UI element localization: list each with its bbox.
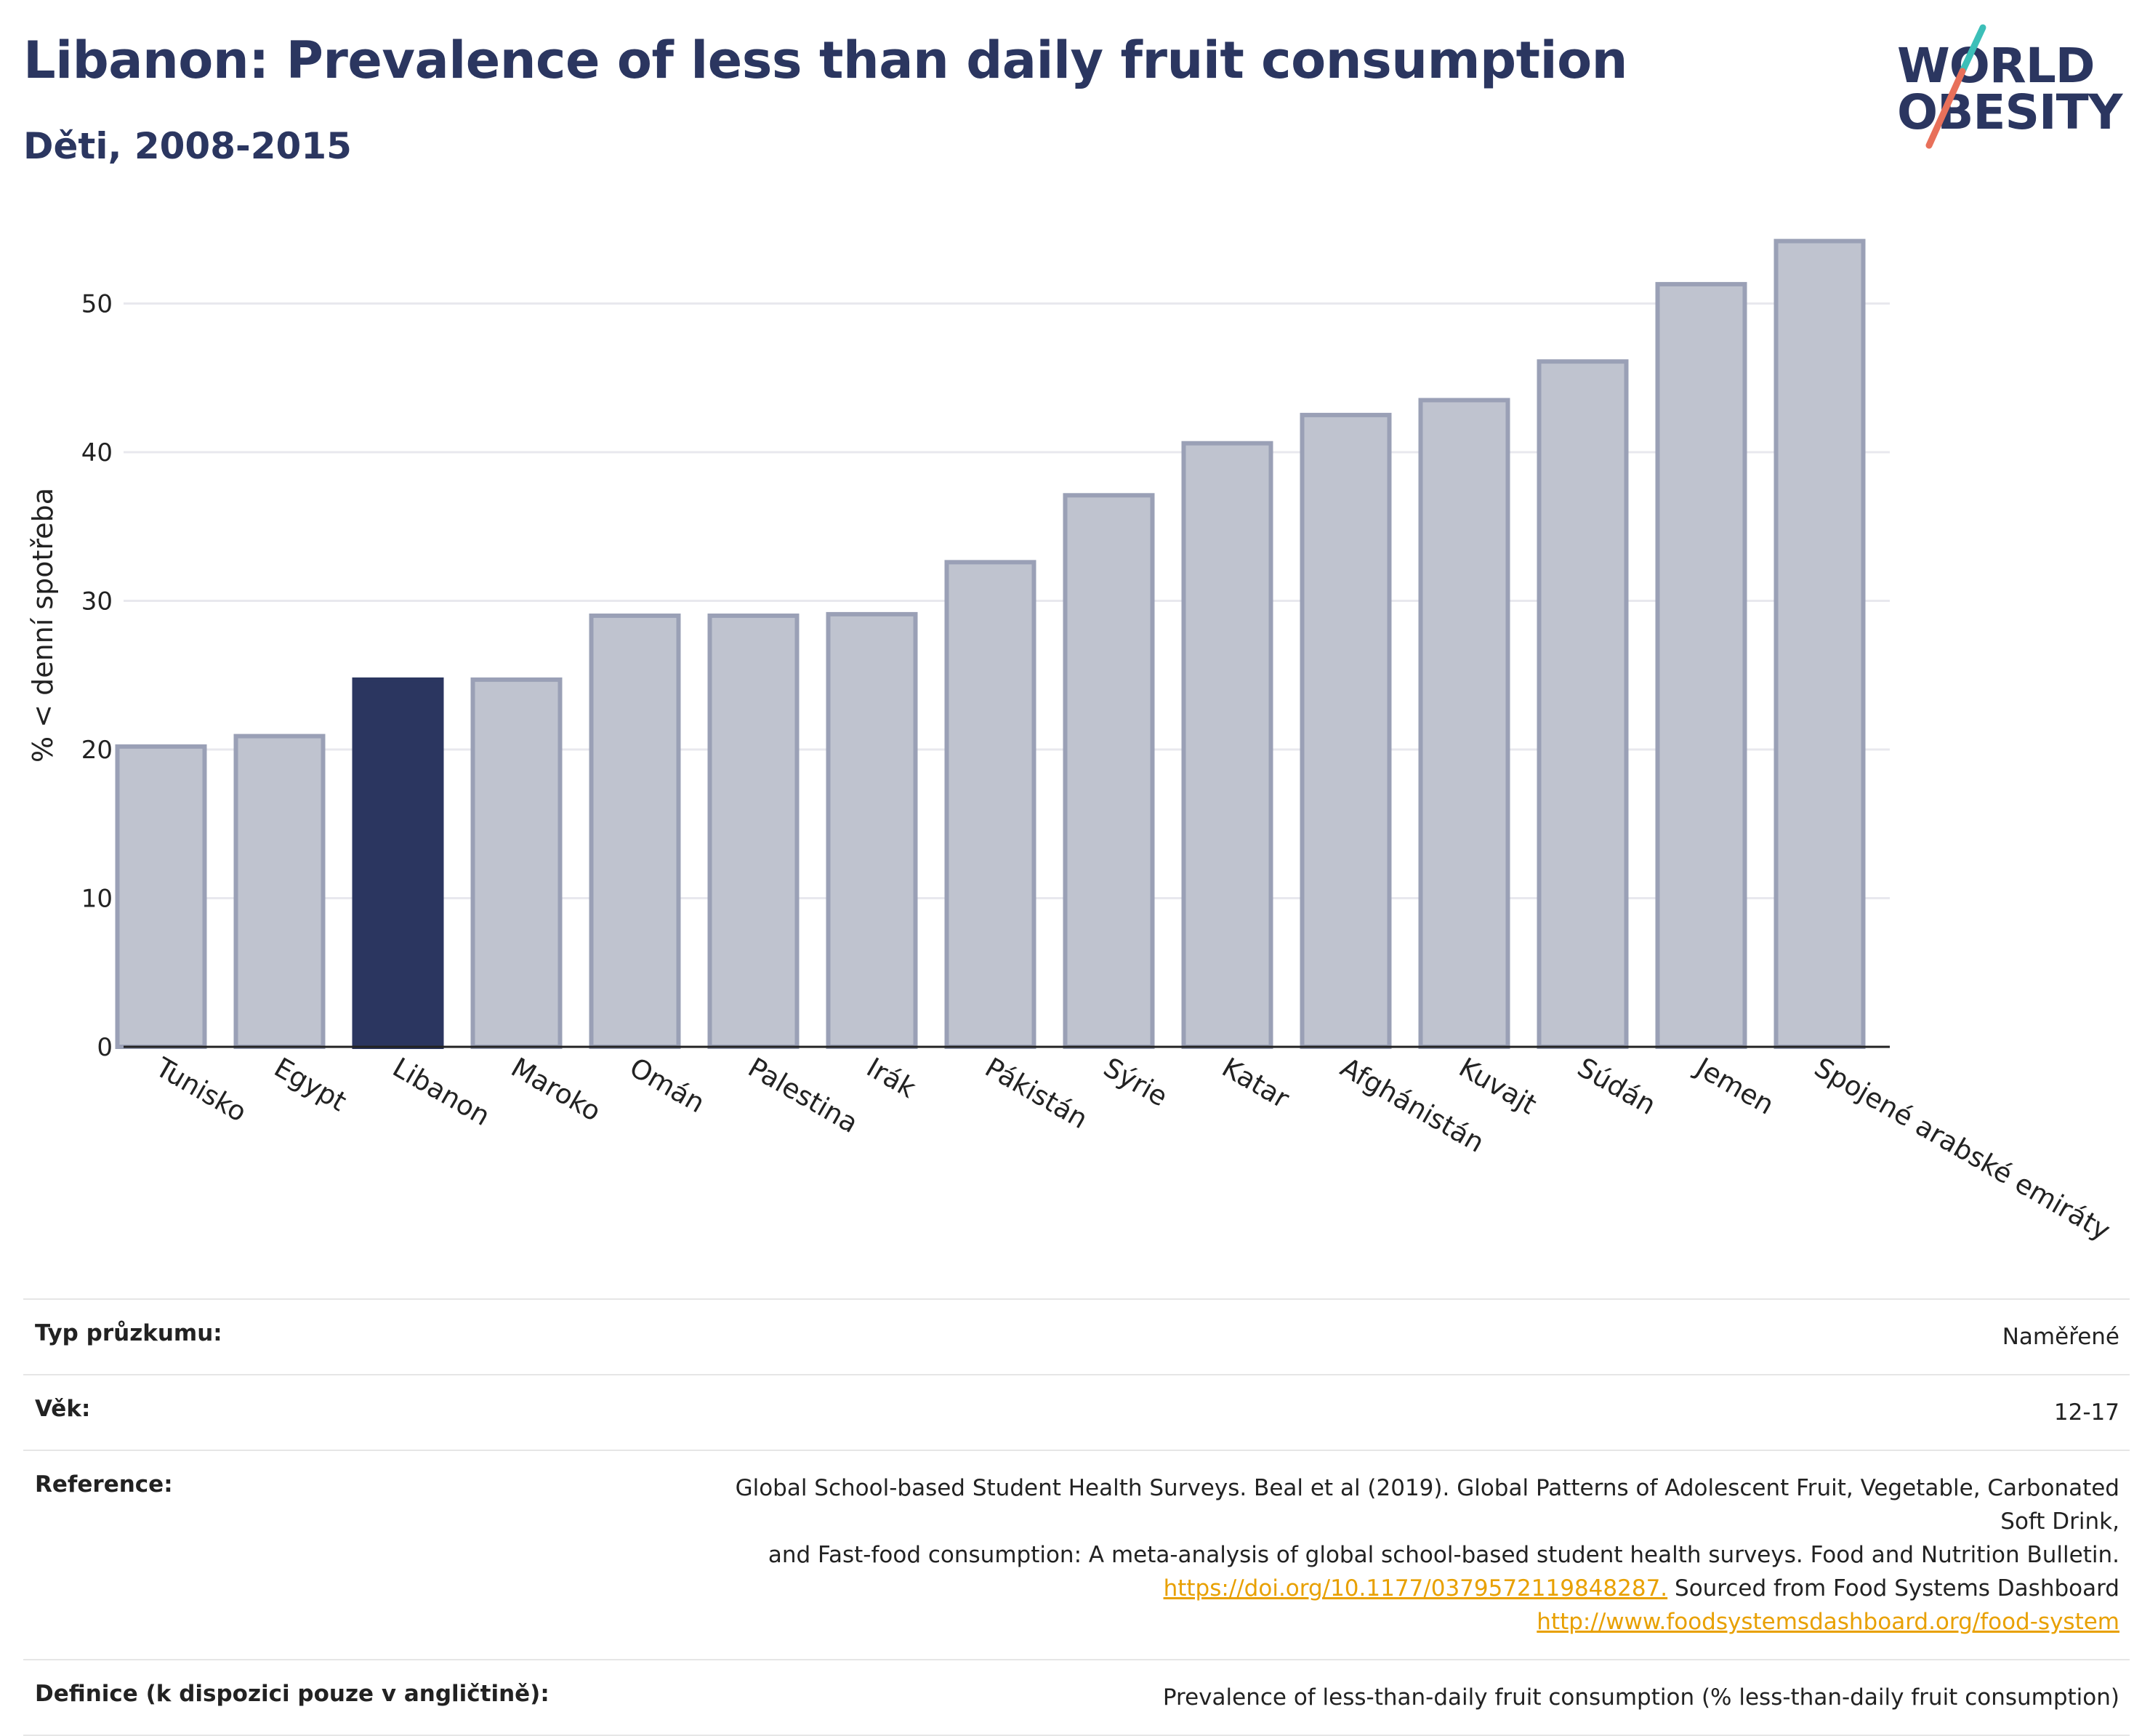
bar-libanon[interactable] <box>352 677 444 1049</box>
bar-jemen[interactable] <box>1655 281 1747 1049</box>
bars <box>115 238 1866 1050</box>
bar-chart: 0 10 20 30 40 50 Tunisko Egypt Libanon Maroko Omá… <box>27 238 2116 1247</box>
x-tick-label: Libanon <box>387 1052 495 1133</box>
bar-afghánistán[interactable] <box>1300 412 1392 1049</box>
reference-text: Sourced from Food Systems Dashboard <box>1667 1575 2119 1602</box>
bar-spojené-arabské-emiráty[interactable] <box>1773 238 1866 1049</box>
meta-row-age: Věk: 12-17 <box>23 1374 2130 1450</box>
meta-value-reference: Global School-based Student Health Surve… <box>699 1450 2130 1660</box>
bar-sýrie[interactable] <box>1063 493 1155 1049</box>
x-tick-label: Spojené arabské emiráty <box>1809 1052 2116 1247</box>
bar-kuvajt[interactable] <box>1418 398 1510 1049</box>
meta-value: Naměřené <box>699 1298 2130 1375</box>
x-tick-label: Súdán <box>1572 1052 1661 1122</box>
reference-text: Global School-based Student Health Surve… <box>735 1475 2119 1535</box>
y-tick-label: 50 <box>81 290 113 319</box>
x-tick-label: Tunisko <box>150 1051 251 1128</box>
x-axis-ticks: Tunisko Egypt Libanon Maroko Omán PalestinaIr… <box>150 1051 2115 1247</box>
y-tick-label: 0 <box>97 1033 113 1062</box>
bar-katar[interactable] <box>1181 441 1273 1049</box>
x-tick-label: Palestina <box>743 1052 863 1140</box>
y-tick-label: 10 <box>81 885 113 914</box>
bar-omán[interactable] <box>589 613 681 1049</box>
x-tick-label: Egypt <box>269 1052 352 1118</box>
x-tick-label: Katar <box>1217 1052 1295 1115</box>
x-tick-label: Jemen <box>1689 1051 1779 1121</box>
meta-label: Typ průzkumu: <box>23 1298 699 1375</box>
y-tick-label: 40 <box>81 438 113 467</box>
doi-link[interactable]: https://doi.org/10.1177/0379572119848287… <box>1163 1575 1668 1602</box>
logo-text-world: WORLD <box>1897 38 2095 94</box>
x-tick-label: Sýrie <box>1098 1052 1173 1113</box>
bar-irák[interactable] <box>826 611 918 1049</box>
meta-row-survey-type: Typ průzkumu: Naměřené <box>23 1298 2130 1375</box>
bar-maroko[interactable] <box>470 677 563 1049</box>
meta-value: Prevalence of less-than-daily fruit cons… <box>699 1659 2130 1736</box>
y-axis-ticks: 0 10 20 30 40 50 <box>81 290 113 1063</box>
meta-label: Reference: <box>23 1450 699 1660</box>
meta-label: Definice (k dispozici pouze v angličtině… <box>23 1659 699 1736</box>
logo-slash-icon <box>1925 24 1986 149</box>
y-axis-label: % < denní spotřeba <box>27 488 59 763</box>
x-tick-label: Omán <box>624 1052 710 1120</box>
bar-pákistán[interactable] <box>944 560 1036 1049</box>
bar-tunisko[interactable] <box>115 744 207 1050</box>
x-tick-label: Kuvajt <box>1454 1052 1542 1121</box>
y-tick-label: 20 <box>81 736 113 765</box>
meta-row-definition: Definice (k dispozici pouze v angličtině… <box>23 1659 2130 1736</box>
meta-value: 12-17 <box>699 1374 2130 1450</box>
reference-text: and Fast-food consumption: A meta-analys… <box>768 1542 2119 1568</box>
bar-palestina[interactable] <box>707 613 800 1049</box>
metadata-table: Typ průzkumu: Naměřené Věk: 12-17 Refere… <box>23 1298 2130 1736</box>
x-tick-label: Pákistán <box>980 1052 1093 1136</box>
x-tick-label: Irák <box>861 1052 922 1105</box>
bar-súdán[interactable] <box>1537 359 1629 1049</box>
chart-subtitle: Děti, 2008-2015 <box>23 125 352 167</box>
meta-row-reference: Reference: Global School-based Student H… <box>23 1450 2130 1660</box>
chart-title: Libanon: Prevalence of less than daily f… <box>23 31 1628 90</box>
y-tick-label: 30 <box>81 587 113 616</box>
world-obesity-logo[interactable]: WORLD OBESITY <box>1897 22 2130 153</box>
bar-egypt[interactable] <box>233 734 326 1049</box>
meta-label: Věk: <box>23 1374 699 1450</box>
dashboard-link[interactable]: http://www.foodsystemsdashboard.org/food… <box>1537 1609 2119 1635</box>
x-tick-label: Maroko <box>506 1052 606 1128</box>
